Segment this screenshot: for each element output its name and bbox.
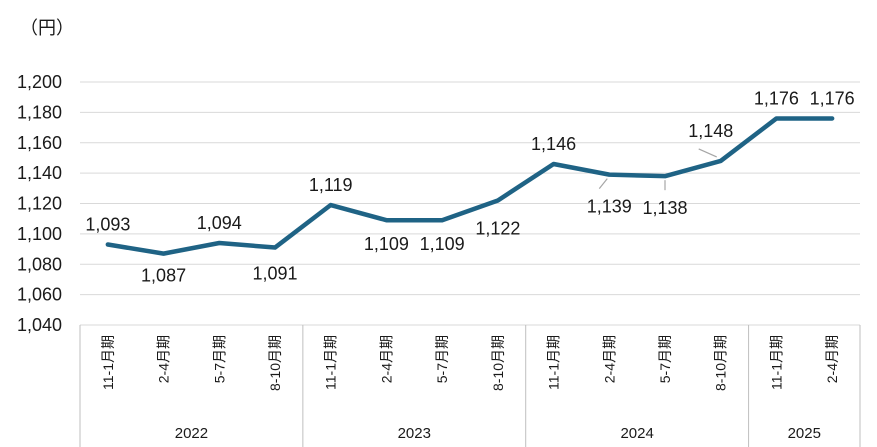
x-tick-label: 11-1月期 — [100, 335, 116, 390]
data-label: 1,087 — [141, 266, 186, 286]
x-axis: 2022 2023 2024 2025 11-1月期 2-4月期 5-7月期 8-10月期 11… — [79, 325, 861, 447]
x-tick-label: 2-4月期 — [601, 335, 617, 383]
y-tick-label: 1,140 — [17, 163, 62, 183]
y-axis-unit-label: （円） — [20, 18, 74, 38]
y-tick-label: 1,060 — [17, 285, 62, 305]
data-label: 1,139 — [587, 197, 632, 217]
data-label: 1,176 — [754, 88, 799, 108]
x-tick-label: 5-7月期 — [434, 335, 450, 383]
data-label: 1,109 — [364, 234, 409, 254]
x-tick-label: 2-4月期 — [156, 335, 172, 383]
data-label: 1,119 — [309, 175, 353, 195]
series-line — [105, 116, 835, 256]
series-layer — [105, 116, 835, 256]
year-label: 2025 — [788, 425, 821, 442]
x-tick-label: 8-10月期 — [267, 335, 283, 391]
x-tick-label: 11-1月期 — [323, 335, 339, 390]
data-label: 1,176 — [810, 88, 855, 108]
x-tick-label: 5-7月期 — [211, 335, 227, 383]
y-tick-label: 1,120 — [17, 194, 62, 214]
data-label: 1,146 — [531, 134, 576, 154]
x-tick-label: 2-4月期 — [824, 335, 840, 383]
x-tick-label: 8-10月期 — [713, 335, 729, 391]
data-label: 1,122 — [475, 218, 520, 238]
y-tick-label: 1,200 — [17, 72, 62, 92]
data-label: 1,091 — [252, 264, 297, 284]
x-tick-label: 11-1月期 — [768, 335, 784, 390]
label-leader-line — [598, 178, 608, 190]
gridlines — [80, 81, 860, 326]
data-label: 1,109 — [420, 234, 465, 254]
year-label: 2023 — [398, 425, 431, 442]
data-label: 1,094 — [197, 213, 242, 233]
label-leader-line — [698, 148, 717, 158]
data-label: 1,148 — [688, 121, 733, 141]
y-tick-label: 1,040 — [17, 315, 62, 335]
x-tick-label: 11-1月期 — [546, 335, 562, 390]
y-tick-label: 1,080 — [17, 254, 62, 274]
data-labels: 1,093 1,087 1,094 1,091 1,119 1,109 1,109 1,122… — [85, 88, 854, 285]
year-label: 2024 — [620, 425, 653, 442]
data-label: 1,138 — [642, 198, 687, 218]
data-label: 1,093 — [85, 215, 130, 235]
y-tick-label: 1,160 — [17, 133, 62, 153]
y-tick-label: 1,180 — [17, 102, 62, 122]
y-axis-ticks: 1,040 1,060 1,080 1,100 1,120 1,140 1,160 1,180… — [17, 72, 62, 335]
x-tick-label: 5-7月期 — [657, 335, 673, 383]
year-label: 2022 — [175, 425, 208, 442]
y-tick-label: 1,100 — [17, 224, 62, 244]
x-tick-label: 8-10月期 — [490, 335, 506, 391]
x-tick-label: 2-4月期 — [378, 335, 394, 383]
